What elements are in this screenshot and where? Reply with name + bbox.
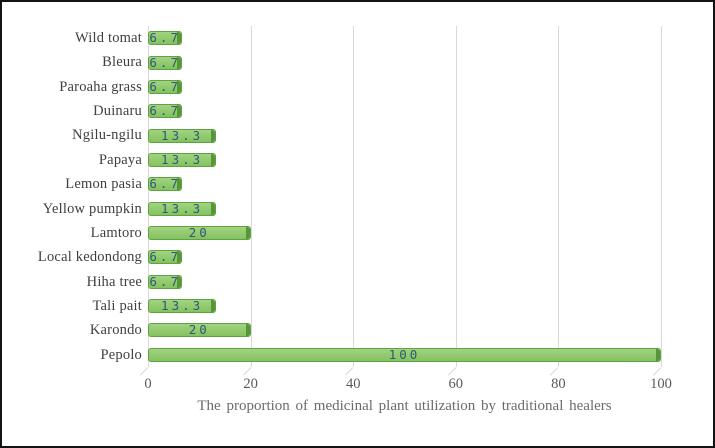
bar: 6.7 — [148, 273, 183, 289]
category-label: Bleura — [102, 54, 142, 71]
category-label: Tali pait — [92, 297, 142, 314]
bar: 6.7 — [148, 54, 183, 70]
category-label: Pepolo — [100, 346, 142, 363]
gridline-foot — [139, 367, 149, 376]
y-axis-category-labels: Wild tomat Bleura Paroaha grass Duinaru Ngil… — [8, 26, 142, 367]
x-axis-tick-labels: 0 20 40 60 80 100 — [144, 376, 672, 394]
bar: 20 — [148, 322, 251, 338]
x-tick-label: 40 — [345, 376, 361, 392]
category-label: Lamtoro — [90, 224, 142, 241]
x-tick-label: 0 — [144, 376, 152, 392]
x-tick-label: 20 — [243, 376, 258, 392]
category-label: Karondo — [89, 322, 142, 339]
bar-end-cap — [211, 300, 216, 313]
x-tick-label: 80 — [551, 376, 566, 392]
x-tick-label: 100 — [650, 376, 672, 392]
bar-end-cap — [177, 275, 182, 288]
bar-value-label: 6.7 — [149, 29, 181, 45]
bar: 13.3 — [148, 127, 217, 143]
category-label: Papaya — [98, 151, 142, 168]
gridline-foot — [242, 367, 251, 376]
bar-value-label: 20 — [188, 224, 210, 240]
gridline-foot — [447, 367, 457, 376]
gridline — [455, 26, 457, 367]
gridline — [250, 26, 252, 367]
gridline-foot — [652, 367, 662, 376]
bar: 20 — [148, 224, 251, 241]
bar: 13.3 — [148, 297, 217, 314]
gridline — [148, 26, 149, 367]
gridline — [558, 26, 560, 367]
bar-end-cap — [245, 227, 250, 240]
bar-value-label: 100 — [388, 346, 421, 362]
bar-end-cap — [177, 105, 182, 118]
bar-end-cap — [177, 178, 182, 191]
category-label: Local kedondong — [37, 249, 142, 266]
bar: 6.7 — [148, 29, 183, 46]
bar-value-label: 6.7 — [149, 273, 181, 289]
bar-end-cap — [245, 324, 250, 337]
bar-end-cap — [177, 56, 182, 69]
bar: 6.7 — [148, 103, 183, 119]
bar-value-label: 13.3 — [161, 200, 204, 216]
bar-value-label: 13.3 — [161, 127, 204, 143]
category-label: Yellow pumpkin — [42, 200, 142, 217]
bar-value-label: 6.7 — [149, 249, 181, 265]
gridline-foot — [550, 367, 559, 376]
bar: 100 — [148, 346, 661, 362]
bar-end-cap — [211, 129, 216, 142]
bar-value-label: 6.7 — [149, 78, 181, 94]
bar-end-cap — [211, 153, 216, 166]
bar-value-label: 6.7 — [149, 54, 181, 70]
gridline — [353, 26, 355, 367]
bar-end-cap — [656, 348, 660, 361]
category-label: Wild tomat — [74, 30, 142, 46]
bar-value-label: 13.3 — [161, 297, 204, 313]
gridline-foot — [345, 367, 354, 376]
bar-value-label: 20 — [188, 322, 210, 338]
bar-value-label: 6.7 — [149, 176, 181, 192]
bar-value-label: 6.7 — [149, 103, 181, 118]
bar: 13.3 — [148, 200, 217, 216]
bar-value-label: 13.3 — [161, 151, 204, 167]
bar: 6.7 — [148, 78, 183, 94]
category-label: Ngilu-ngilu — [72, 127, 142, 144]
plot-area: 6.7 6.7 6.7 6.7 13.3 13.3 6.7 13.3 20 6.7 6.7 13.3 2… — [139, 26, 662, 376]
category-label: Paroaha grass — [59, 78, 142, 95]
bar-end-cap — [211, 202, 216, 215]
x-tick-label: 60 — [448, 376, 464, 392]
bar-end-cap — [177, 32, 182, 45]
x-axis-title: The proportion of medicinal plant utiliz… — [197, 398, 612, 414]
bar-end-cap — [177, 80, 182, 93]
bar: 13.3 — [148, 151, 217, 167]
bar-end-cap — [177, 251, 182, 264]
gridline — [661, 26, 662, 367]
category-label: Duinaru — [93, 103, 142, 120]
category-label: Lemon pasia — [65, 176, 142, 193]
bar: 6.7 — [148, 249, 183, 265]
bar: 6.7 — [148, 176, 183, 192]
category-label: Hiha tree — [86, 273, 142, 290]
